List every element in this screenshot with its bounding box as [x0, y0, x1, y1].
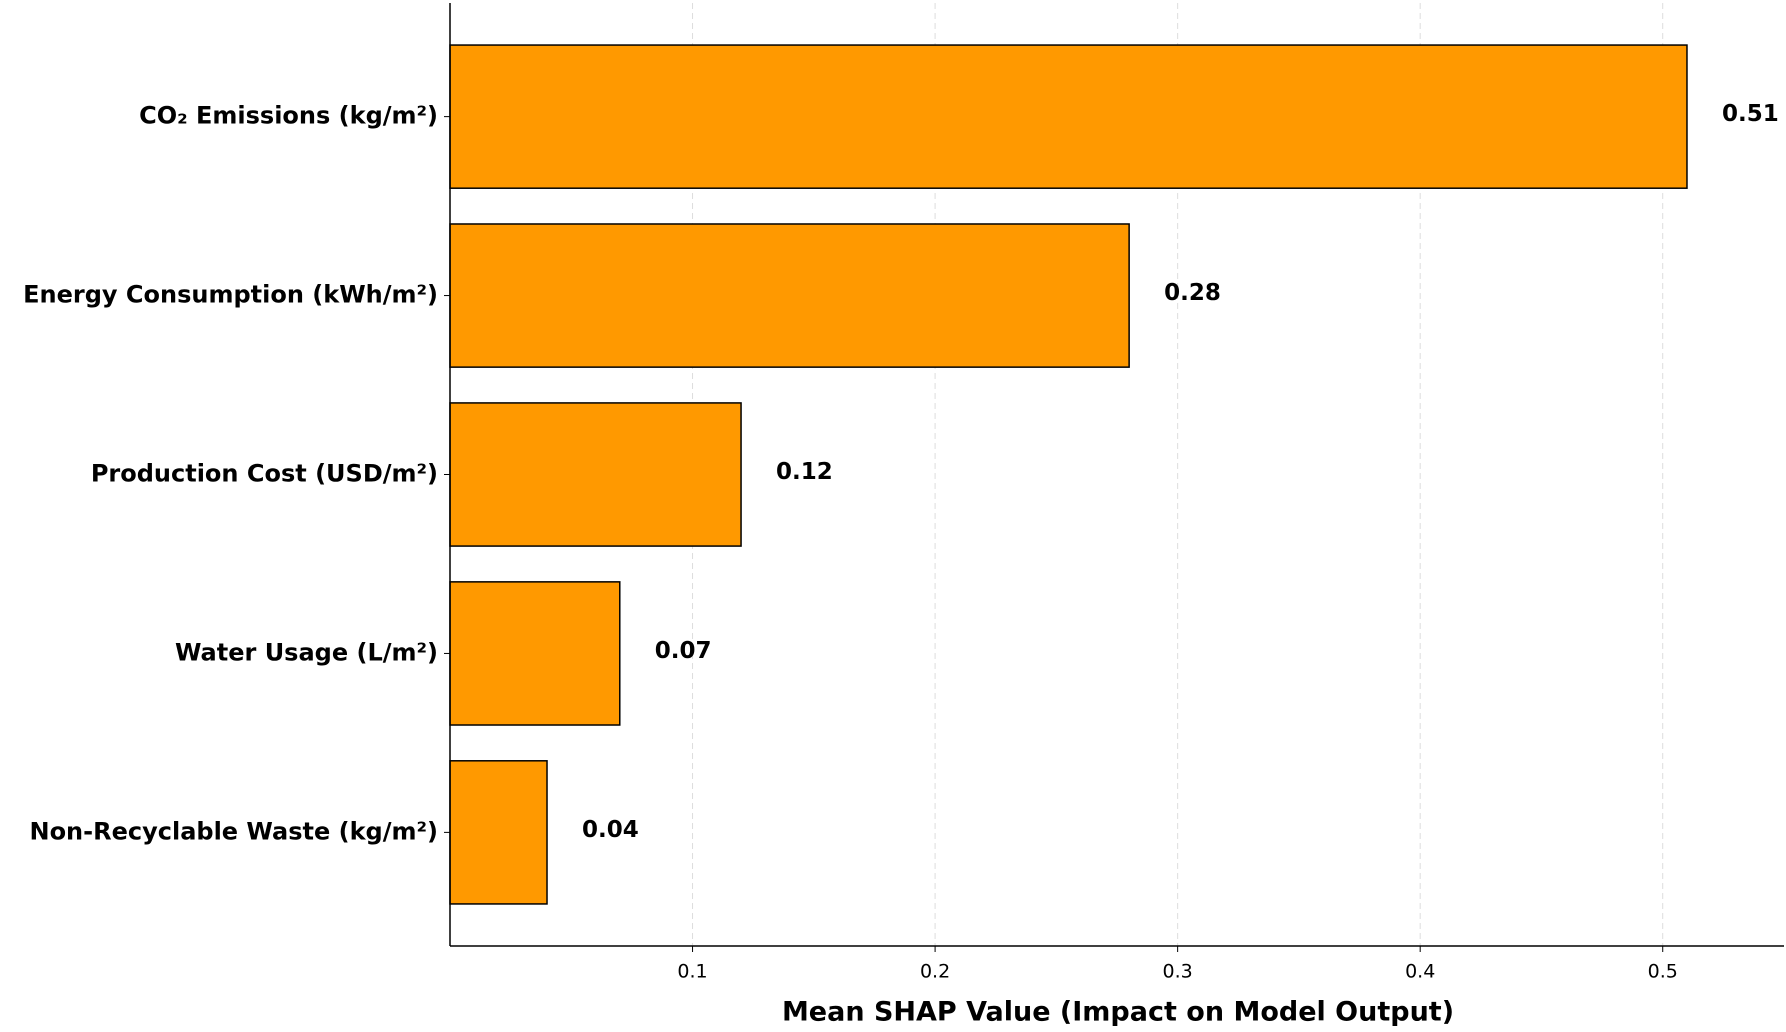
y-tick-label: CO₂ Emissions (kg/m²) [139, 102, 438, 130]
x-tick-label: 0.2 [920, 961, 950, 983]
bar [449, 44, 1688, 189]
bar [449, 760, 548, 905]
bar [449, 402, 742, 547]
value-label: 0.12 [776, 459, 833, 485]
value-label: 0.07 [655, 638, 712, 664]
value-label: 0.51 [1722, 101, 1779, 127]
x-tick-label: 0.5 [1648, 961, 1678, 983]
x-tick-label: 0.4 [1405, 961, 1435, 983]
y-tick-label: Non-Recyclable Waste (kg/m²) [29, 817, 438, 845]
value-label: 0.28 [1164, 280, 1221, 306]
x-tick-label: 0.1 [677, 961, 707, 983]
bar [449, 223, 1130, 368]
bar [449, 581, 621, 726]
y-tick-label: Energy Consumption (kWh/m²) [23, 281, 438, 309]
x-axis-title: Mean SHAP Value (Impact on Model Output) [782, 997, 1454, 1028]
y-tick-label: Water Usage (L/m²) [175, 638, 438, 666]
x-tick-label: 0.3 [1163, 961, 1193, 983]
y-tick-label: Production Cost (USD/m²) [91, 460, 438, 488]
value-label: 0.04 [582, 817, 639, 843]
